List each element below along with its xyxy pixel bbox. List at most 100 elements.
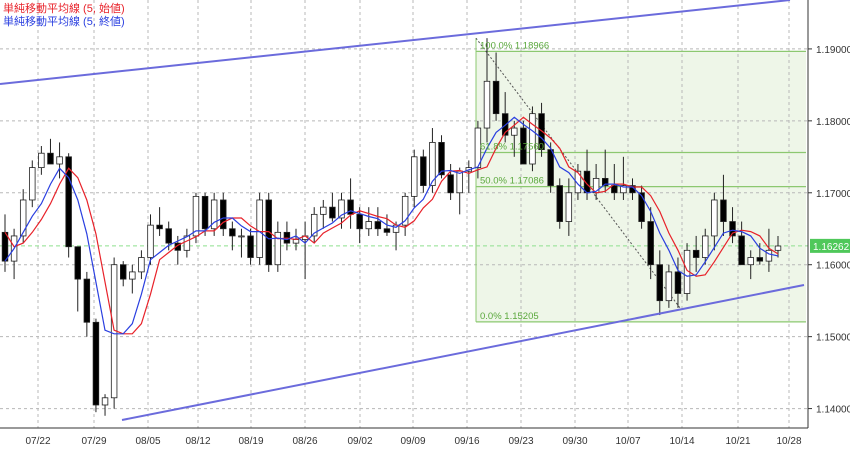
candle-bear [601, 177, 609, 186]
candle-bull [129, 271, 136, 280]
trend-channel [0, 0, 805, 421]
legend-open-ma: 単純移動平均線 (5, 始値) [3, 3, 125, 15]
candle-bull [238, 235, 245, 238]
candle-bear [647, 221, 654, 266]
current-price-box [810, 238, 850, 253]
candle-bear [120, 264, 127, 280]
candle-bull [210, 199, 218, 230]
candle-bear [174, 242, 182, 251]
candle-bull [565, 192, 573, 222]
moving-averages [4, 116, 779, 335]
candle-bear [383, 228, 391, 233]
candle-bear [47, 152, 54, 165]
candle-bear [556, 185, 563, 222]
candle-bear [447, 174, 454, 194]
candle-bull [29, 167, 36, 201]
y-tick-label: 1.19000 [816, 45, 850, 56]
x-tick-label: 08/05 [135, 436, 160, 447]
current-price-tag: 1.16262 [810, 238, 850, 253]
candle-bull [765, 249, 773, 262]
candle-bear [738, 235, 745, 266]
legend-close-ma: 単純移動平均線 (5, 終値) [3, 16, 125, 28]
candle-bear [492, 80, 500, 115]
x-tick-label: 10/28 [776, 436, 801, 447]
candle-bear [247, 235, 254, 258]
candle-bull [401, 195, 409, 226]
candle-bear [438, 142, 445, 176]
candle-bear [1, 231, 9, 262]
candle-bear [756, 257, 764, 262]
candle-bull [620, 185, 627, 194]
candle-bear [720, 199, 727, 222]
candle-bear [329, 206, 336, 219]
x-tick-label: 08/19 [238, 436, 263, 447]
x-tick-label: 09/16 [454, 436, 479, 447]
candle-bear [420, 156, 427, 186]
candle-bull [511, 127, 518, 136]
candle-bull [338, 199, 345, 219]
candle-bear [156, 224, 163, 230]
x-tick-label: 10/07 [615, 436, 640, 447]
x-tick-label: 09/23 [508, 436, 533, 447]
candle-bull [711, 199, 718, 237]
candle-bull [147, 224, 154, 258]
fib-label: 0.0% 1.15205 [480, 311, 539, 322]
candle-bull [456, 170, 463, 194]
y-tick-label: 1.15000 [816, 333, 850, 344]
y-tick-label: 1.17000 [816, 189, 850, 200]
candle-bear [611, 185, 618, 194]
sma-open-line [4, 116, 779, 335]
candle-bear [83, 278, 91, 323]
candle-bull [365, 221, 372, 230]
candle-bull [411, 156, 418, 197]
candle-bull [56, 156, 63, 165]
y-tick-label: 1.18000 [816, 117, 850, 128]
x-tick-label: 08/26 [292, 436, 317, 447]
labels: 1.14000 1.15000 1.16000 1.17000 1.18000 1.190… [25, 40, 850, 447]
candle-bear [201, 195, 209, 230]
y-tick-label: 1.16000 [816, 261, 850, 272]
channel-upper-line [0, 0, 791, 85]
x-tick-label: 10/21 [725, 436, 750, 447]
candle-bull [429, 142, 436, 186]
candle-bear [674, 271, 682, 294]
candle-bull [774, 245, 782, 251]
candle-bull [574, 170, 582, 194]
candle-bull [19, 199, 27, 237]
legend: 単純移動平均線 (5, 始値) 単純移動平均線 (5, 終値) [3, 3, 125, 29]
current-price-label: 1.16262 [813, 242, 850, 253]
sma-close-line [4, 116, 779, 335]
candle-bear [729, 221, 736, 237]
candle-bull [38, 152, 45, 169]
candle-bull [192, 195, 200, 237]
fib-label: 61.8% 1.17560 [480, 141, 544, 152]
candle-bear [538, 113, 545, 151]
candle-bear [656, 264, 663, 302]
axes [0, 0, 812, 429]
candle-bull [101, 397, 109, 406]
x-tick-label: 09/09 [400, 436, 425, 447]
y-tick-label: 1.14000 [816, 405, 850, 416]
candle-bear [220, 199, 227, 230]
candle-bear [374, 221, 382, 230]
candle-bear [92, 321, 100, 406]
candle-bull [310, 213, 318, 237]
x-tick-label: 09/30 [562, 436, 587, 447]
x-tick-label: 07/22 [25, 436, 50, 447]
candle-bear [74, 246, 81, 280]
candle-bear [165, 228, 172, 244]
x-tick-label: 10/14 [669, 436, 694, 447]
candle-bull [483, 80, 491, 129]
x-tick-label: 07/29 [81, 436, 106, 447]
candle-bull [665, 271, 673, 302]
candle-bull [702, 235, 709, 258]
candle-bull [747, 257, 754, 266]
candle-bull [474, 127, 482, 169]
candle-bull [138, 257, 145, 273]
grid [0, 0, 808, 428]
candle-bull [529, 113, 536, 165]
candle-bear [65, 156, 72, 248]
candle-bear [229, 228, 236, 237]
